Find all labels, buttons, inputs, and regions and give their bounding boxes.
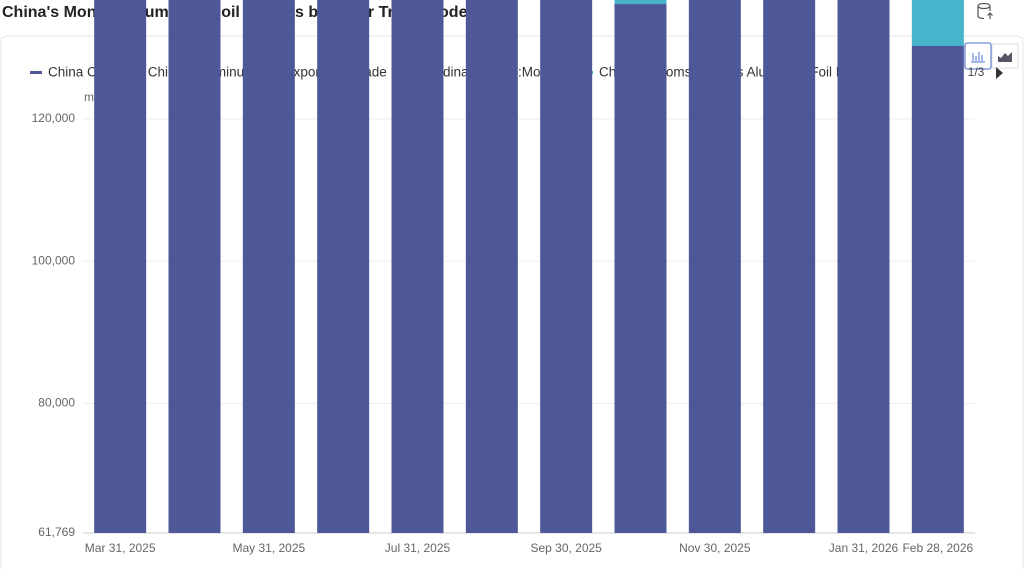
x-tick-label: Nov 30, 2025 <box>679 541 751 555</box>
bar-segment <box>317 0 370 533</box>
bar-segment <box>911 45 964 533</box>
y-tick-label: 61,769 <box>38 525 75 539</box>
area-toggle[interactable] <box>991 43 1019 69</box>
x-tick-label: Jul 31, 2025 <box>385 541 451 555</box>
bar-segment <box>540 0 593 534</box>
x-tick-label: May 31, 2025 <box>232 541 305 555</box>
bar-segment <box>837 0 890 533</box>
bar-segment <box>168 0 221 533</box>
legend-next[interactable] <box>996 67 1003 79</box>
legend-swatch <box>30 71 42 74</box>
bar-segment <box>242 0 295 534</box>
bar-segment <box>94 0 147 533</box>
bar-segment <box>614 4 667 534</box>
bar-segment <box>614 0 667 5</box>
x-tick-label: Sep 30, 2025 <box>530 541 602 555</box>
y-tick-label: 120,000 <box>32 111 76 125</box>
bar-segment <box>688 0 741 534</box>
bar-segment <box>911 0 964 46</box>
bar-segment <box>465 0 518 534</box>
export-icon[interactable] <box>977 2 993 20</box>
x-tick-label: Feb 28, 2026 <box>902 541 973 555</box>
bar-segment <box>763 0 816 533</box>
bar-segment <box>391 0 444 534</box>
x-tick-label: Jan 31, 2026 <box>829 541 899 555</box>
y-tick-label: 100,000 <box>32 253 76 267</box>
legend: China Customs: China's Aluminum Foil Exp… <box>30 65 875 80</box>
legend-page: 1/3 <box>968 65 985 79</box>
y-tick-label: 80,000 <box>38 396 75 410</box>
x-tick-label: Mar 31, 2025 <box>85 541 156 555</box>
